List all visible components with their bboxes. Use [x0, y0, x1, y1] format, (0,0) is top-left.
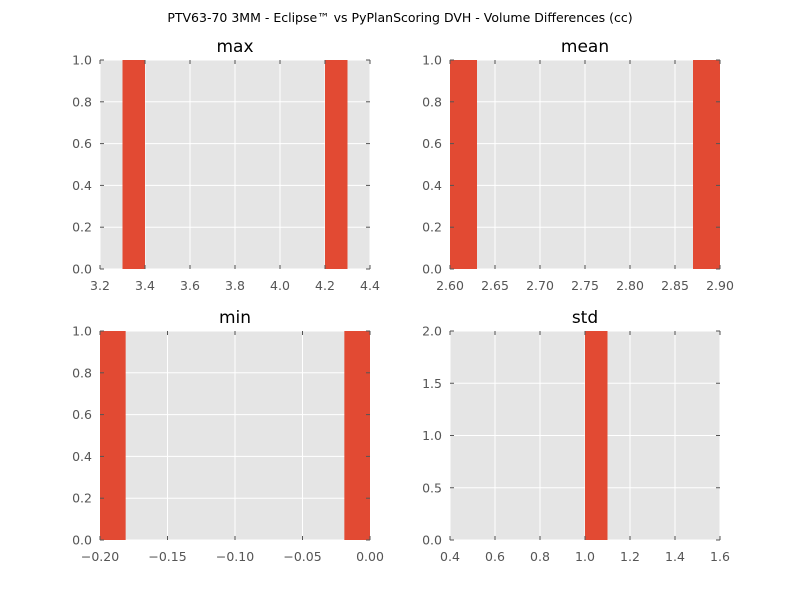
y-tick-label: 0.6 [72, 136, 92, 151]
x-tick-label: −0.05 [283, 549, 321, 564]
y-tick-label: 0.2 [422, 220, 442, 235]
y-tick-label: 0.0 [422, 533, 442, 548]
x-tick-label: −0.15 [148, 549, 186, 564]
y-tick-label: 0.6 [72, 407, 92, 422]
histogram-bar [344, 331, 370, 540]
x-tick-label: −0.20 [81, 549, 119, 564]
x-tick-label: 4.4 [360, 278, 380, 293]
histogram-min-panel: −0.20 −0.15 −0.10 −0.05 0.00 0.0 0.2 0.4 0.6 0.8 1… [72, 308, 384, 564]
y-tick-label: 0.4 [72, 449, 92, 464]
y-tick-label: 0.6 [422, 136, 442, 151]
histogram-mean-panel: 2.60 2.65 2.70 2.75 2.80 2.85 2.90 0.0 0.2 0.4 0.6… [422, 37, 734, 293]
y-tick-label: 0.0 [422, 262, 442, 277]
x-tick-label: 0.6 [485, 549, 505, 564]
y-tick-label: 1.0 [422, 428, 442, 443]
histogram-bar [122, 60, 145, 269]
x-tick-label: 0.4 [440, 549, 460, 564]
x-tick-label: 4.0 [270, 278, 290, 293]
x-tick-label: 3.6 [180, 278, 200, 293]
y-tick-label: 0.8 [72, 94, 92, 109]
x-tick-label: −0.10 [216, 549, 254, 564]
histogram-max-panel: 3.2 3.4 3.6 3.8 4.0 4.2 4.4 0.0 0.2 0.4 0.6 0.8 1.0 m… [72, 37, 380, 293]
y-tick-label: 1.0 [72, 324, 92, 339]
x-tick-label: 3.2 [90, 278, 110, 293]
histogram-bar [450, 60, 477, 269]
x-tick-label: 2.60 [436, 278, 464, 293]
y-tick-label: 0.4 [72, 178, 92, 193]
histogram-std-panel: 0.4 0.6 0.8 1.0 1.2 1.4 1.6 0.0 0.5 1.0 1.5 2.0 std [422, 308, 730, 564]
y-tick-label: 0.5 [422, 480, 442, 495]
histogram-bar [100, 331, 126, 540]
x-tick-label: 2.65 [481, 278, 509, 293]
x-tick-label: 3.8 [225, 278, 245, 293]
panel-title: mean [561, 37, 609, 57]
histogram-bar [585, 331, 608, 540]
y-tick-label: 0.0 [72, 262, 92, 277]
x-tick-label: 1.0 [575, 549, 595, 564]
panel-title: std [572, 308, 598, 328]
x-tick-label: 3.4 [135, 278, 155, 293]
x-tick-label: 2.85 [661, 278, 689, 293]
x-tick-label: 0.00 [356, 549, 384, 564]
y-tick-label: 2.0 [422, 324, 442, 339]
panel-title: max [216, 37, 253, 57]
y-tick-label: 1.0 [422, 53, 442, 68]
x-tick-label: 1.6 [710, 549, 730, 564]
x-tick-label: 0.8 [530, 549, 550, 564]
histogram-bar [325, 60, 348, 269]
panel-title: min [219, 308, 251, 328]
histogram-bar [693, 60, 720, 269]
x-tick-label: 2.80 [616, 278, 644, 293]
y-tick-label: 0.8 [72, 365, 92, 380]
y-tick-label: 0.2 [72, 491, 92, 506]
x-tick-label: 4.2 [315, 278, 335, 293]
x-tick-label: 2.70 [526, 278, 554, 293]
y-tick-label: 0.4 [422, 178, 442, 193]
y-tick-label: 0.2 [72, 220, 92, 235]
y-tick-label: 1.0 [72, 53, 92, 68]
x-tick-label: 2.90 [706, 278, 734, 293]
y-tick-label: 1.5 [422, 376, 442, 391]
figure-suptitle: PTV63-70 3MM - Eclipse™ vs PyPlanScoring… [167, 10, 633, 25]
x-tick-label: 2.75 [571, 278, 599, 293]
x-tick-label: 1.2 [620, 549, 640, 564]
y-tick-label: 0.0 [72, 533, 92, 548]
x-tick-label: 1.4 [665, 549, 685, 564]
y-tick-label: 0.8 [422, 94, 442, 109]
